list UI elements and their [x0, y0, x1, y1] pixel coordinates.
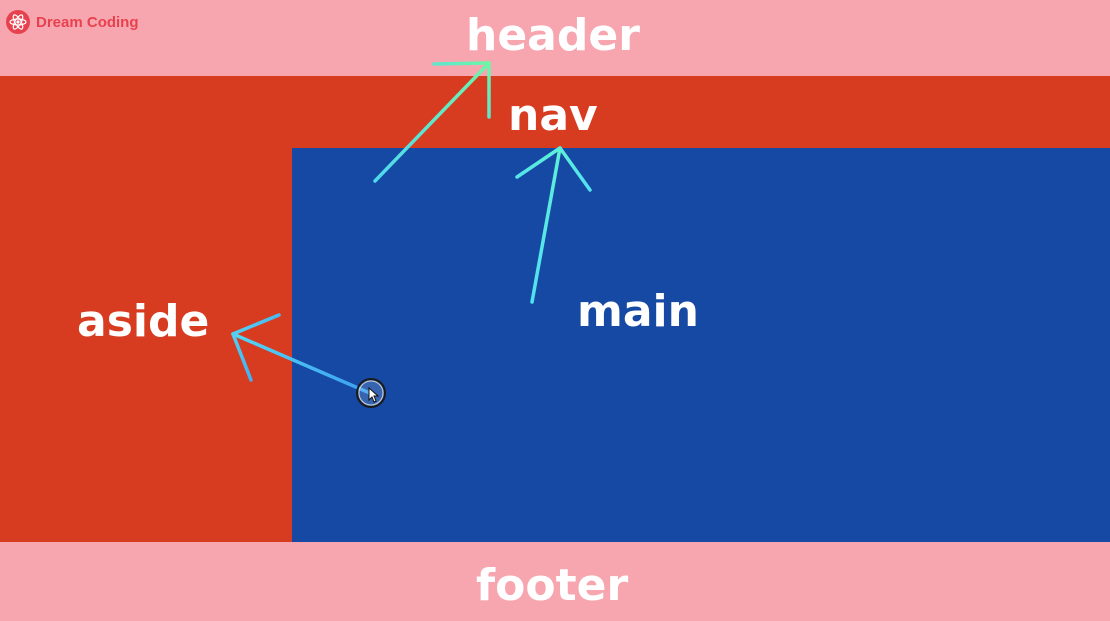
main-region — [292, 148, 1110, 542]
main-label: main — [577, 286, 699, 337]
header-region — [0, 0, 1110, 76]
brand-logo: Dream Coding — [6, 9, 139, 35]
atom-icon — [6, 10, 30, 34]
aside-label: aside — [77, 296, 210, 347]
nav-region — [0, 76, 1110, 148]
brand-name: Dream Coding — [36, 13, 139, 31]
nav-label: nav — [508, 90, 598, 141]
cursor-pointer-icon — [355, 377, 387, 409]
footer-region — [0, 542, 1110, 621]
header-label: header — [466, 10, 640, 61]
footer-label: footer — [476, 560, 629, 611]
